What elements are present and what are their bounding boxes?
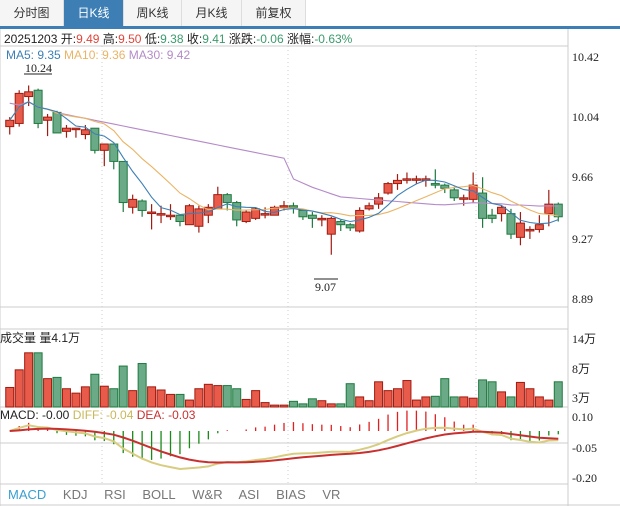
macd-value: MACD: -0.00 xyxy=(0,408,70,422)
svg-text:8万: 8万 xyxy=(572,362,590,376)
svg-text:14万: 14万 xyxy=(572,332,596,346)
tab-weekly-k[interactable]: 周K线 xyxy=(124,0,182,26)
tab-intraday[interactable]: 分时图 xyxy=(0,0,64,26)
pct-value: -0.63% xyxy=(314,32,353,46)
macd-legend: MACD: -0.00 DIFF: -0.04 DEA: -0.03 xyxy=(0,408,195,422)
close-value: 9.41 xyxy=(202,32,226,46)
indicator-tab-rsi[interactable]: RSI xyxy=(104,487,126,502)
svg-text:8.89: 8.89 xyxy=(572,292,593,306)
low-label: 低: xyxy=(144,32,161,46)
indicator-tab-asi[interactable]: ASI xyxy=(238,487,260,502)
svg-text:-0.20: -0.20 xyxy=(572,471,597,485)
svg-text:9.66: 9.66 xyxy=(572,170,593,184)
high-value: 9.50 xyxy=(118,32,142,46)
change-label: 涨跌: xyxy=(228,32,257,46)
svg-text:10.04: 10.04 xyxy=(572,110,599,124)
svg-text:9.07: 9.07 xyxy=(315,280,336,294)
low-value: 9.38 xyxy=(160,32,184,46)
diff-value: DIFF: -0.04 xyxy=(72,408,134,422)
open-label: 开: xyxy=(60,32,77,46)
svg-text:0.10: 0.10 xyxy=(572,410,593,424)
svg-text:3万: 3万 xyxy=(572,391,590,405)
ma-legend: MA5: 9.35 MA10: 9.36 MA30: 9.42 xyxy=(6,48,190,62)
svg-text:-0.05: -0.05 xyxy=(572,441,597,455)
ma10-legend: MA10: 9.36 xyxy=(64,48,126,62)
svg-text:10.42: 10.42 xyxy=(572,50,599,64)
svg-text:10.24: 10.24 xyxy=(25,61,52,75)
period-tabs: 分时图 日K线 周K线 月K线 前复权 xyxy=(0,0,620,29)
indicator-tab-bias[interactable]: BIAS xyxy=(276,487,306,502)
indicator-tab-kdj[interactable]: KDJ xyxy=(62,487,88,502)
ma30-legend: MA30: 9.42 xyxy=(128,48,191,62)
date-value: 20251203 xyxy=(4,32,58,46)
open-value: 9.49 xyxy=(76,32,100,46)
close-label: 收: xyxy=(186,32,203,46)
tab-monthly-k[interactable]: 月K线 xyxy=(182,0,242,26)
change-value: -0.06 xyxy=(256,32,284,46)
pct-label: 涨幅: xyxy=(286,32,315,46)
indicator-tabs: MACD KDJ RSI BOLL W&R ASI BIAS VR xyxy=(8,487,353,502)
svg-text:9.27: 9.27 xyxy=(572,232,593,246)
ma5-legend: MA5: 9.35 xyxy=(6,48,61,62)
volume-legend: 成交量 量4.1万 xyxy=(0,331,81,345)
indicator-tab-wr[interactable]: W&R xyxy=(192,487,223,502)
indicator-tab-boll[interactable]: BOLL xyxy=(142,487,176,502)
indicator-tab-vr[interactable]: VR xyxy=(322,487,341,502)
high-label: 高: xyxy=(102,32,119,46)
tab-daily-k[interactable]: 日K线 xyxy=(64,0,124,26)
tab-forward-adjusted[interactable]: 前复权 xyxy=(242,0,306,26)
indicator-tab-macd[interactable]: MACD xyxy=(8,487,47,502)
dea-value: DEA: -0.03 xyxy=(136,408,196,422)
ohlc-info-bar: 20251203 开:9.49 高:9.50 低:9.38 收:9.41 涨跌:… xyxy=(4,30,352,47)
